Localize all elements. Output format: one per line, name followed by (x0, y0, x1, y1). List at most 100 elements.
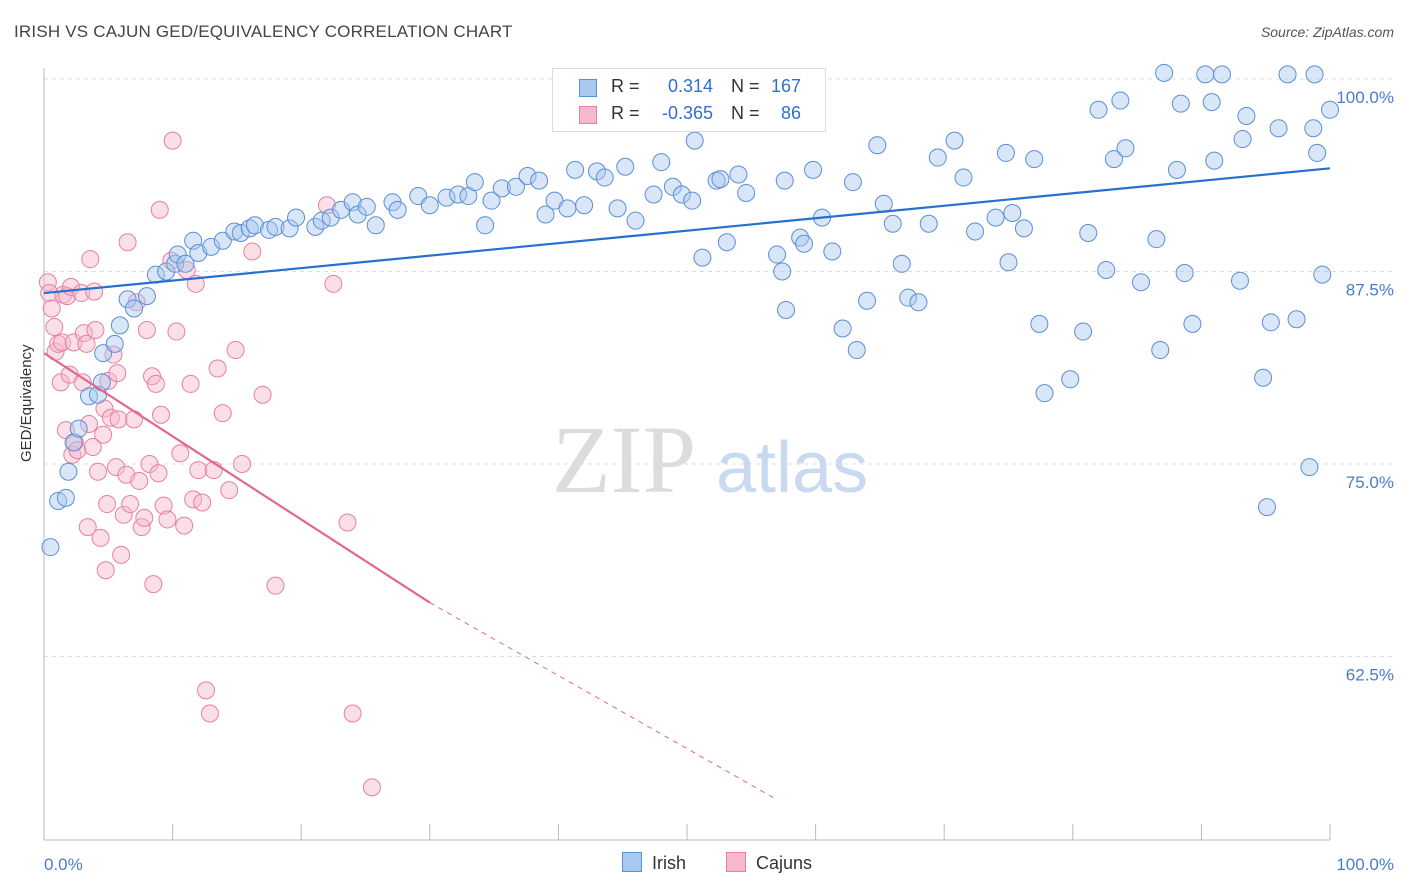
irish-point (644, 185, 663, 204)
cajun-n-label: N = (731, 103, 760, 123)
irish-point (530, 171, 549, 190)
irish-point (518, 167, 537, 186)
cajun-point (74, 324, 93, 343)
cajun-point (175, 516, 194, 535)
irish-point (558, 199, 577, 218)
cajun-point (107, 458, 126, 477)
irish-point (1171, 94, 1190, 113)
irish-points (41, 63, 1339, 557)
bottom-irish-swatch (622, 852, 642, 872)
irish-r-label: R = (611, 76, 640, 96)
irish-point (566, 160, 585, 179)
irish-point (1304, 119, 1323, 138)
bottom-irish-label: Irish (652, 853, 687, 873)
irish-point (1230, 271, 1249, 290)
irish-point (737, 183, 756, 202)
irish-point (225, 222, 244, 241)
cajun-point (80, 414, 99, 433)
irish-point (437, 188, 456, 207)
irish-point (1300, 458, 1319, 477)
cajun-point (208, 359, 227, 378)
irish-point (693, 248, 712, 267)
irish-point (608, 199, 627, 218)
cajun-r-label: R = (611, 103, 640, 123)
cajun-point (266, 576, 285, 595)
y-tick-label: 87.5% (1346, 281, 1394, 300)
irish-point (168, 245, 187, 264)
irish-point (775, 171, 794, 190)
cajun-trend-extension (429, 602, 778, 801)
cajun-point (78, 518, 97, 537)
axes (43, 68, 1331, 841)
irish-point (595, 168, 614, 187)
irish-point (663, 177, 682, 196)
cajun-point (118, 233, 137, 252)
irish-point (1025, 150, 1044, 169)
irish-point (1074, 322, 1093, 341)
cajun-point (86, 321, 105, 340)
cajun-point (109, 410, 128, 429)
cajun-point (152, 405, 171, 424)
cajun-point (108, 364, 127, 383)
cajun-point (213, 404, 232, 423)
cajun-point (130, 471, 149, 490)
irish-point (1196, 65, 1215, 84)
irish-point (1175, 264, 1194, 283)
irish-point (717, 233, 736, 252)
irish-point (1089, 100, 1108, 119)
bottom-legend-irish: Irish (622, 852, 686, 874)
irish-point (1097, 260, 1116, 279)
cajun-points (38, 131, 381, 797)
irish-point (999, 253, 1018, 272)
cajun-point (83, 438, 102, 457)
irish-point (59, 462, 78, 481)
irish-point (773, 262, 792, 281)
irish-point (1313, 265, 1332, 284)
irish-point (652, 153, 671, 172)
cajun-point (149, 464, 168, 483)
irish-point (536, 205, 555, 224)
irish-point (287, 208, 306, 227)
cajun-point (324, 274, 343, 293)
bottom-cajun-label: Cajuns (756, 853, 813, 873)
cajun-point (135, 508, 154, 527)
x-tick-label: 0.0% (44, 855, 83, 874)
cajun-point (167, 322, 186, 341)
cajun-point (200, 704, 219, 723)
trend-lines (43, 167, 1331, 801)
irish-point (672, 185, 691, 204)
y-tick-label: 62.5% (1346, 666, 1394, 685)
cajun-point (144, 575, 163, 594)
cajun-point (114, 505, 133, 524)
cajun-point (181, 374, 200, 393)
irish-point (506, 177, 525, 196)
irish-point (321, 208, 340, 227)
irish-point (575, 196, 594, 215)
irish-point (1151, 341, 1170, 360)
cajun-point (220, 481, 239, 500)
irish-point (357, 197, 376, 216)
cajun-point (81, 250, 100, 269)
irish-point (843, 173, 862, 192)
irish-point (245, 216, 264, 235)
irish-point (1278, 65, 1297, 84)
cajun-point (42, 299, 61, 318)
irish-point (1308, 143, 1327, 162)
irish-point (685, 131, 704, 150)
cajun-point (121, 495, 140, 514)
irish-point (777, 301, 796, 319)
irish-point (110, 316, 129, 335)
irish-point (388, 200, 407, 219)
irish-point (909, 293, 928, 312)
irish-point (1116, 139, 1135, 158)
irish-point (1261, 313, 1280, 332)
tick-labels: 100.0% 87.5% 75.0% 62.5% 0.0% 100.0% (44, 88, 1394, 874)
irish-point (626, 211, 645, 230)
cajun-point (150, 200, 169, 219)
x-tick-label: 100.0% (1336, 855, 1394, 874)
source-label: Source: ZipAtlas.com (1260, 24, 1394, 40)
irish-point (1061, 370, 1080, 389)
cajun-point (158, 510, 177, 529)
irish-point (868, 136, 887, 155)
chart-title: IRISH VS CAJUN GED/EQUIVALENCY CORRELATI… (14, 22, 513, 41)
